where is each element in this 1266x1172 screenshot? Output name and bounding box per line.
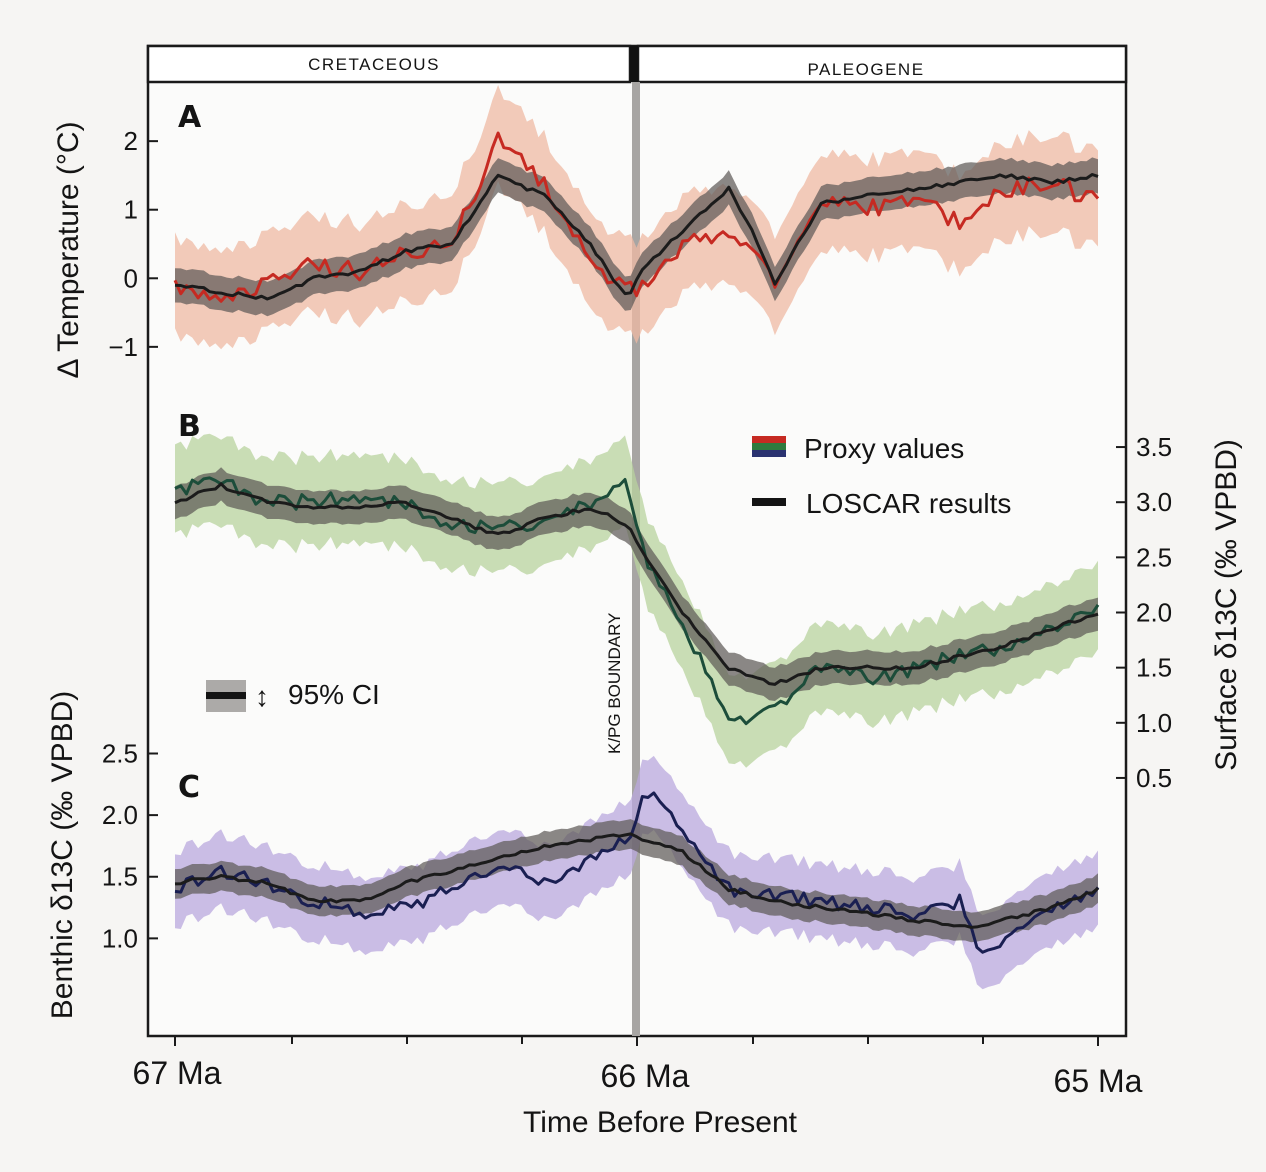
kpg-boundary-label: K/PG BOUNDARY (605, 613, 624, 754)
panel-a-model-line (174, 173, 1099, 301)
x-tick-label-67: 67 Ma (133, 1055, 222, 1091)
x-tick-label-65: 65 Ma (1054, 1063, 1143, 1099)
panel-a-y-axis: 2 1 0 −1 (108, 126, 158, 362)
era-label-cretaceous: CRETACEOUS (308, 55, 440, 74)
x-axis: 67 Ma 66 Ma 65 Ma Time Before Present (133, 1036, 1143, 1139)
era-label-paleogene: PALEOGENE (807, 60, 924, 79)
legend-proxy-swatch-red (752, 436, 786, 443)
panel-label-b: B (178, 409, 201, 444)
panel-b-data (174, 433, 1100, 768)
panel-b-y-tick-label: 2.0 (1136, 598, 1172, 628)
x-axis-title: Time Before Present (523, 1106, 798, 1139)
legend-ci-arrow-icon: ↕ (255, 681, 269, 712)
era-box-cretaceous (146, 44, 632, 84)
panel-a-y-tick-label: 1 (124, 195, 138, 225)
legend-proxy-label: Proxy values (804, 433, 964, 464)
panel-label-c: C (178, 770, 200, 805)
x-tick-label-66: 66 Ma (601, 1058, 690, 1094)
panel-a-data (173, 85, 1100, 350)
legend: Proxy values LOSCAR results ↕ 95% CI (206, 433, 1011, 712)
panel-b-y-tick-label: 0.5 (1136, 763, 1172, 793)
panel-b-proxy-line (174, 476, 1100, 726)
panel-c-y-tick-label: 2.5 (102, 738, 138, 768)
era-box-paleogene (636, 44, 1128, 84)
panel-a-proxy-line (173, 131, 1100, 303)
panel-a-y-tick-label: 0 (124, 263, 138, 293)
panel-a-model-ci-band (175, 157, 1098, 317)
panel-c-proxy-line (174, 791, 1100, 954)
panel-b-y-axis: 3.5 3.0 2.5 2.0 1.5 1.0 0.5 (1116, 432, 1172, 793)
panel-a-y-tick-label: −1 (108, 332, 138, 362)
panel-b-y-tick-label: 2.5 (1136, 542, 1172, 572)
panel-a-y-title: Δ Temperature (°C) (52, 121, 85, 378)
legend-ci-swatch-line (206, 692, 246, 699)
panel-b-y-tick-label: 3.0 (1136, 487, 1172, 517)
panel-b-y-tick-label: 1.0 (1136, 708, 1172, 738)
panel-c-data (174, 755, 1100, 990)
panel-b-y-tick-label: 1.5 (1136, 653, 1172, 683)
panel-c-proxy-ci-band (175, 755, 1098, 990)
panel-b-y-tick-label: 3.5 (1136, 432, 1172, 462)
panel-c-y-tick-label: 2.0 (102, 800, 138, 830)
legend-ci-label: 95% CI (288, 679, 380, 710)
panel-c-y-axis: 2.5 2.0 1.5 1.0 (102, 738, 158, 953)
panel-b-model-ci-band (175, 467, 1098, 701)
legend-model-swatch (752, 498, 786, 506)
panel-b-y-title: Surface δ13C (‰ VPBD) (1210, 439, 1243, 771)
legend-proxy-swatch-green (752, 443, 786, 450)
legend-proxy-swatch-blue (752, 450, 786, 457)
panel-c-y-tick-label: 1.5 (102, 862, 138, 892)
era-divider (630, 46, 638, 82)
panel-a-proxy-ci-band (175, 85, 1098, 350)
panel-a-y-tick-label: 2 (124, 126, 138, 156)
panel-c-model-line (174, 832, 1099, 929)
panel-c-y-tick-label: 1.0 (102, 923, 138, 953)
legend-model-label: LOSCAR results (806, 488, 1011, 519)
panel-c-y-title: Benthic δ13C (‰ VPBD) (46, 691, 79, 1019)
panel-label-a: A (178, 100, 202, 135)
panel-b-model-line (174, 482, 1099, 686)
